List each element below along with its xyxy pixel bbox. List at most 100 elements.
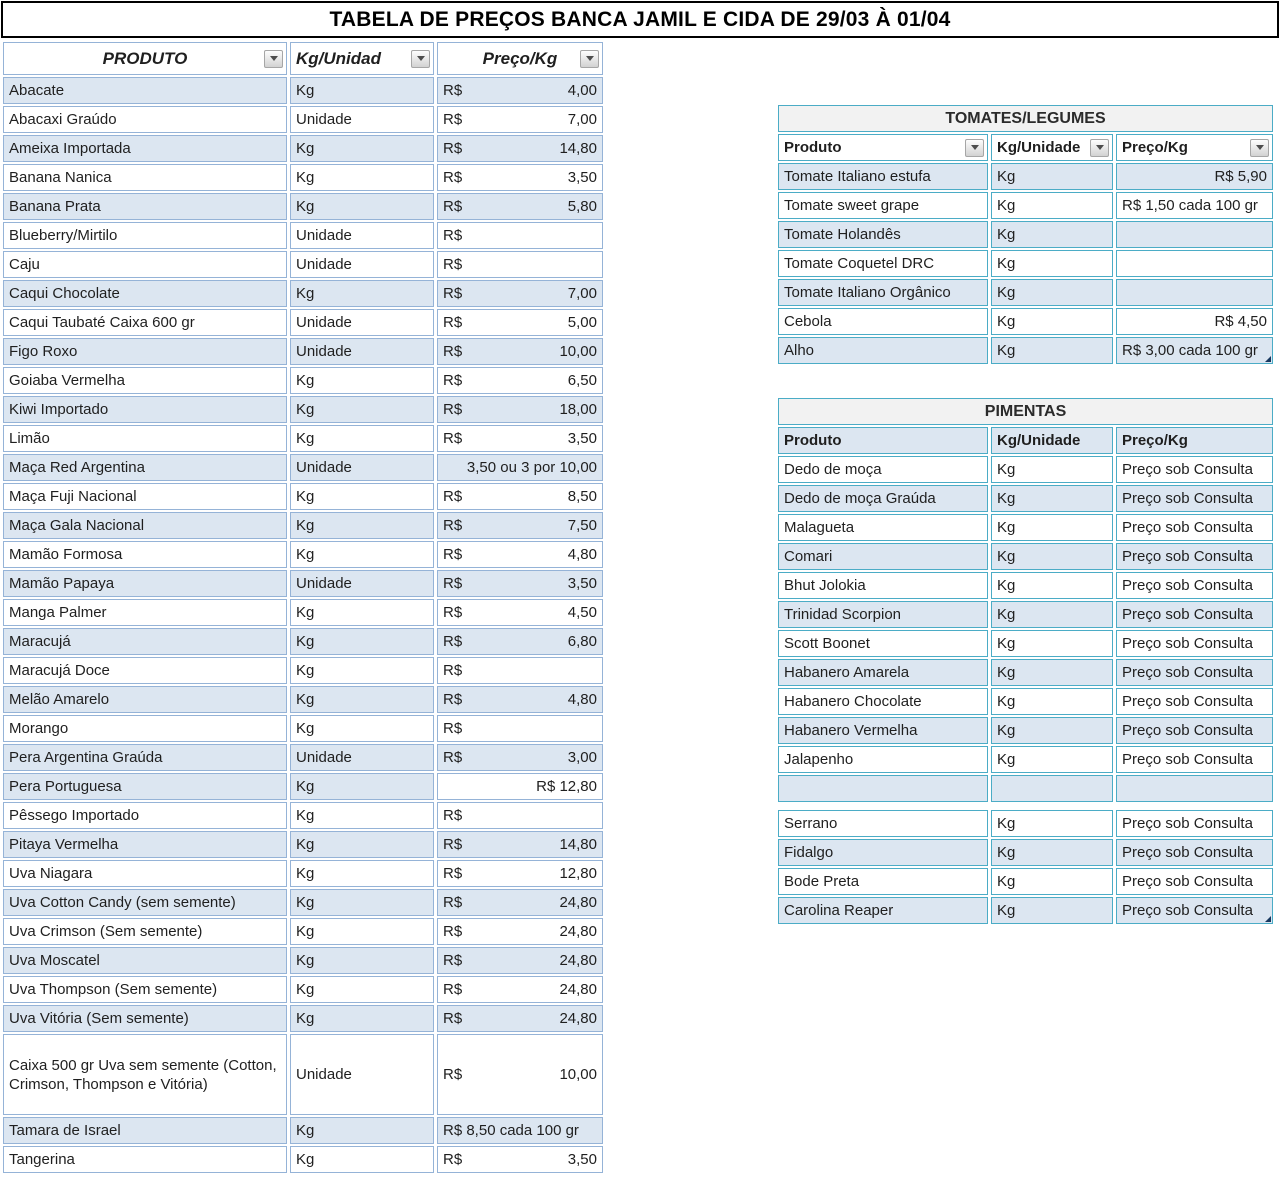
currency-label: R$ [443,372,463,389]
table-row: Limão Kg R$ 3,50 [3,425,603,452]
price-value: 6,50 [567,372,597,389]
table-row: Pitaya Vermelha Kg R$ 14,80 [3,831,603,858]
price-cell: R$ 8,50 [437,483,603,510]
price-value: 8,50 [567,488,597,505]
price-value: 3,50 [567,169,597,186]
product-cell: Comari [778,543,988,570]
column-header-label: Preço/Kg [1122,432,1188,449]
product-cell: Maracujá [3,628,287,655]
unit-cell: Kg [991,221,1113,248]
unit-cell: Kg [290,715,434,742]
price-value: 14,80 [559,836,597,853]
unit-cell: Kg [290,657,434,684]
filter-dropdown-icon[interactable] [264,49,283,68]
price-cell: R$ 24,80 [437,976,603,1003]
filter-dropdown-icon[interactable] [1090,138,1109,157]
price-cell: R$ 4,50 [1116,308,1273,335]
table-resize-handle[interactable] [1265,356,1271,362]
currency-label: R$ [443,314,463,331]
unit-cell: Kg [991,897,1113,924]
product-cell: Figo Roxo [3,338,287,365]
table-row: Mamão Papaya Unidade R$ 3,50 [3,570,603,597]
table-row: Bode Preta Kg Preço sob Consulta [778,868,1274,895]
table-row: Uva Vitória (Sem semente) Kg R$ 24,80 [3,1005,603,1032]
currency-label: R$ [443,836,463,853]
product-cell: Pera Portuguesa [3,773,287,800]
header-row: Produto Kg/Unidade Preço/Kg [778,134,1273,161]
filter-dropdown-icon[interactable] [965,138,984,157]
column-header-label: Preço/Kg [1122,139,1188,156]
column-header-label: Kg/Unidade [997,432,1081,449]
price-cell: R$ 10,00 [437,1034,603,1115]
unit-cell: Kg [290,1117,434,1144]
unit-cell: Kg [290,164,434,191]
price-cell: R$ [437,802,603,829]
price-cell [1116,279,1273,306]
currency-label: R$ [443,517,463,534]
price-value: 3,50 [567,1151,597,1168]
price-cell: Preço sob Consulta [1116,746,1274,773]
price-cell: R$ 4,50 [437,599,603,626]
filter-dropdown-icon[interactable] [580,49,599,68]
price-value: 10,00 [559,1066,597,1083]
product-cell: Tangerina [3,1146,287,1173]
unit-cell: Kg [991,337,1113,364]
unit-cell: Kg [290,599,434,626]
unit-cell: Kg [290,193,434,220]
product-cell: Mamão Papaya [3,570,287,597]
price-cell: R$ 3,00 cada 100 gr [1116,337,1273,364]
table-row: Mamão Formosa Kg R$ 4,80 [3,541,603,568]
table-row: Trinidad Scorpion Kg Preço sob Consulta [778,601,1274,628]
price-cell: R$ 5,80 [437,193,603,220]
table-row: Tomate sweet grape Kg R$ 1,50 cada 100 gr [778,192,1273,219]
unit-cell: Unidade [290,338,434,365]
unit-cell: Unidade [290,744,434,771]
price-value: 4,50 [567,604,597,621]
table-row: Caixa 500 gr Uva sem semente (Cotton, Cr… [3,1034,603,1115]
price-cell [1116,221,1273,248]
price-value: 24,80 [559,1010,597,1027]
price-cell: R$ 3,00 [437,744,603,771]
table-row: Uva Crimson (Sem semente) Kg R$ 24,80 [3,918,603,945]
table-row: Serrano Kg Preço sob Consulta [778,810,1274,837]
table-row: Tomate Italiano Orgânico Kg [778,279,1273,306]
currency-label: R$ [443,807,463,824]
product-cell: Banana Prata [3,193,287,220]
product-cell: Uva Niagara [3,860,287,887]
table-row: Tomate Coquetel DRC Kg [778,250,1273,277]
product-cell: Uva Vitória (Sem semente) [3,1005,287,1032]
filter-dropdown-icon[interactable] [1250,138,1269,157]
table-row: Habanero Amarela Kg Preço sob Consulta [778,659,1274,686]
product-cell: Fidalgo [778,839,988,866]
product-cell: Tomate Holandês [778,221,988,248]
price-cell: R$ 12,80 [437,773,603,800]
product-cell: Abacaxi Graúdo [3,106,287,133]
price-cell: R$ 14,80 [437,135,603,162]
product-cell: Habanero Amarela [778,659,988,686]
currency-label: R$ [443,749,463,766]
column-header-preco: Preço/Kg [1116,134,1273,161]
product-cell: Dedo de moça [778,456,988,483]
product-cell: Limão [3,425,287,452]
product-cell: Maça Gala Nacional [3,512,287,539]
column-header-preco: Preço/Kg [1116,427,1274,454]
product-cell: Alho [778,337,988,364]
price-cell: R$ 5,90 [1116,163,1273,190]
unit-cell: Kg [290,280,434,307]
filter-dropdown-icon[interactable] [411,49,430,68]
price-cell: R$ 10,00 [437,338,603,365]
unit-cell: Kg [290,860,434,887]
product-cell: Bhut Jolokia [778,572,988,599]
price-value: 18,00 [559,401,597,418]
table-row: Jalapenho Kg Preço sob Consulta [778,746,1274,773]
unit-cell: Kg [290,802,434,829]
section-title-row: PIMENTAS [778,398,1274,425]
unit-cell: Kg [991,543,1113,570]
unit-cell: Kg [991,630,1113,657]
price-value: 6,80 [567,633,597,650]
price-value: 4,80 [567,546,597,563]
table-row: Malagueta Kg Preço sob Consulta [778,514,1274,541]
currency-label: R$ [443,488,463,505]
row-spacer [778,804,1274,808]
table-resize-handle[interactable] [1265,916,1272,922]
